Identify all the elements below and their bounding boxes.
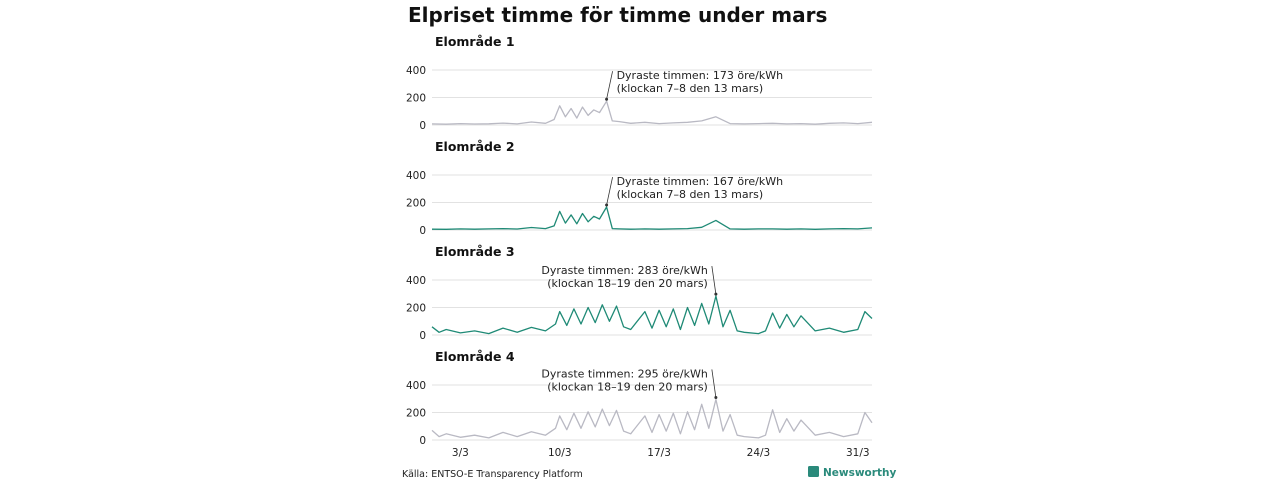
annotation-line1: Dyraste timmen: 167 öre/kWh bbox=[617, 175, 784, 188]
y-tick-label: 200 bbox=[406, 303, 426, 315]
y-tick-label: 200 bbox=[406, 198, 426, 210]
panel-title: Elområde 1 bbox=[435, 34, 515, 49]
panel-3: Elområde 3 0 200 400 Dyraste timmen: 283 öre… bbox=[406, 244, 873, 342]
panel-4: Elområde 4 0 200 400 Dyraste timmen: 295 öre… bbox=[406, 349, 873, 447]
annotation-line2: (klockan 18–19 den 20 mars) bbox=[547, 380, 708, 393]
y-tick-label: 0 bbox=[419, 225, 426, 237]
x-tick-label: 3/3 bbox=[452, 447, 469, 459]
panel-title: Elområde 4 bbox=[435, 349, 515, 364]
annotation-line2: (klockan 18–19 den 20 mars) bbox=[547, 277, 708, 290]
x-tick-label: 10/3 bbox=[548, 447, 572, 459]
y-tick-label: 200 bbox=[406, 93, 426, 105]
series-line bbox=[431, 206, 873, 230]
annotation-pointer bbox=[711, 266, 717, 295]
panel-title: Elområde 3 bbox=[435, 244, 515, 259]
brand-logo: Newsworthy bbox=[808, 466, 896, 479]
chart-panels: Elområde 1 0 200 400 Dyraste timmen: 173 öre… bbox=[406, 34, 873, 447]
annotation-arrowhead bbox=[605, 203, 609, 207]
y-tick-label: 400 bbox=[406, 170, 426, 182]
y-tick-label: 400 bbox=[406, 65, 426, 77]
series-line bbox=[431, 100, 873, 125]
newsworthy-logo-icon bbox=[808, 466, 819, 477]
y-tick-label: 0 bbox=[419, 120, 426, 132]
chart-title: Elpriset timme för timme under mars bbox=[408, 3, 827, 27]
annotation-arrowhead bbox=[714, 292, 718, 296]
x-tick-label: 31/3 bbox=[846, 447, 870, 459]
x-tick-label: 24/3 bbox=[747, 447, 771, 459]
x-tick-label: 17/3 bbox=[647, 447, 671, 459]
annotation-line2: (klockan 7–8 den 13 mars) bbox=[617, 82, 764, 95]
y-tick-label: 400 bbox=[406, 380, 426, 392]
x-axis: 3/3 10/3 17/3 24/3 31/3 bbox=[452, 447, 870, 459]
annotation-arrowhead bbox=[714, 395, 718, 399]
source-note: Källa: ENTSO-E Transparency Platform bbox=[402, 469, 583, 480]
annotation-pointer bbox=[711, 369, 717, 398]
annotation-line1: Dyraste timmen: 283 öre/kWh bbox=[541, 264, 708, 277]
y-tick-label: 0 bbox=[419, 330, 426, 342]
annotation-line2: (klockan 7–8 den 13 mars) bbox=[617, 188, 764, 201]
panel-title: Elområde 2 bbox=[435, 139, 515, 154]
series-line bbox=[431, 398, 873, 439]
panel-1: Elområde 1 0 200 400 Dyraste timmen: 173 öre… bbox=[406, 34, 873, 132]
annotation-arrowhead bbox=[605, 97, 609, 101]
y-tick-label: 0 bbox=[419, 435, 426, 447]
y-tick-label: 400 bbox=[406, 275, 426, 287]
panel-2: Elområde 2 0 200 400 Dyraste timmen: 167 öre… bbox=[406, 139, 873, 237]
annotation-pointer bbox=[606, 71, 613, 100]
annotation-line1: Dyraste timmen: 173 öre/kWh bbox=[617, 69, 784, 82]
brand-name: Newsworthy bbox=[823, 467, 896, 479]
y-tick-label: 200 bbox=[406, 408, 426, 420]
series-line bbox=[431, 295, 873, 335]
annotation-pointer bbox=[606, 176, 613, 206]
annotation-line1: Dyraste timmen: 295 öre/kWh bbox=[541, 367, 708, 380]
